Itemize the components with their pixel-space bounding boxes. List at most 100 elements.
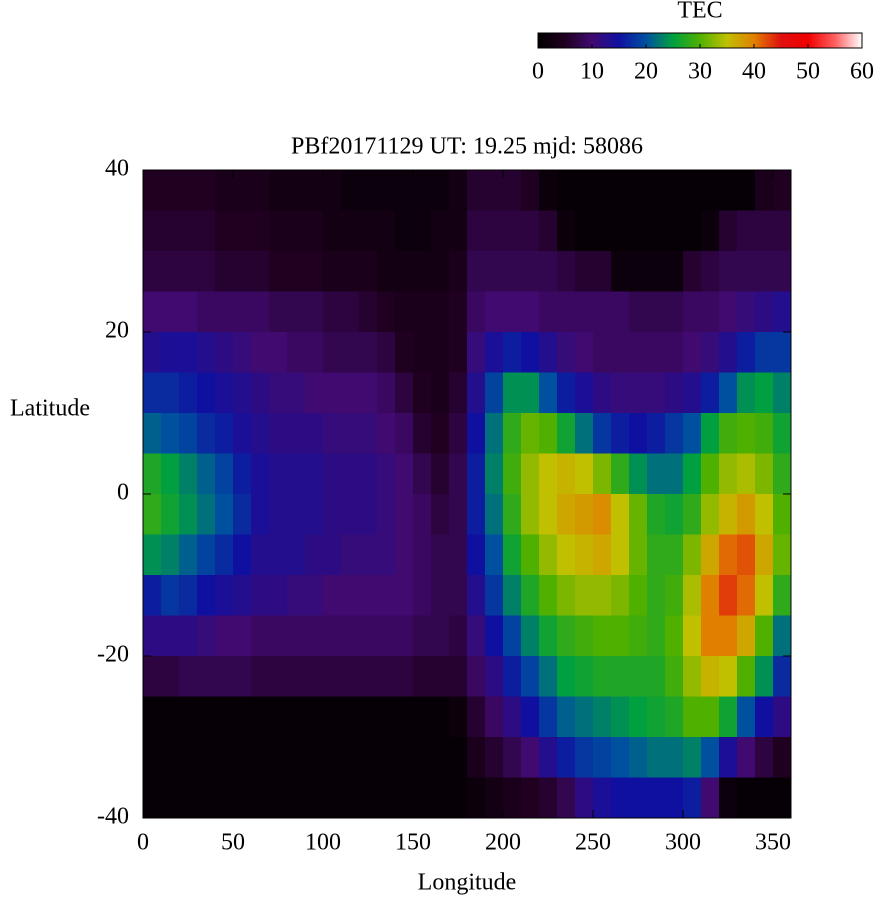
heatmap-cell <box>665 291 684 333</box>
heatmap-cell <box>251 413 270 454</box>
heatmap-cell <box>719 534 738 576</box>
chart-title: PBf20171129 UT: 19.25 mjd: 58086 <box>291 134 643 160</box>
heatmap-cell <box>467 372 486 414</box>
heatmap-cell <box>251 170 270 211</box>
heatmap-cell <box>233 575 252 616</box>
heatmap-cell <box>665 332 684 373</box>
heatmap-cell <box>341 494 360 535</box>
heatmap-cell <box>719 575 738 616</box>
heatmap-cell <box>377 210 396 252</box>
heatmap-cell <box>629 291 648 333</box>
heatmap-cell <box>143 453 162 495</box>
heatmap-cell <box>593 737 612 778</box>
heatmap-cell <box>467 494 486 535</box>
heatmap-cell <box>611 291 630 333</box>
heatmap-cell <box>395 413 414 454</box>
heatmap-cell <box>773 210 792 252</box>
heatmap-cell <box>647 251 666 292</box>
heatmap-cell <box>449 170 468 211</box>
heatmap-cell <box>719 332 738 373</box>
heatmap-cell <box>449 251 468 292</box>
heatmap-cell <box>611 332 630 373</box>
heatmap-cell <box>161 210 180 252</box>
heatmap-cell <box>557 656 576 697</box>
heatmap-cell <box>629 332 648 373</box>
heatmap-cell <box>143 291 162 333</box>
heatmap-cell <box>719 291 738 333</box>
heatmap-cell <box>413 534 432 576</box>
heatmap-cell <box>575 453 594 495</box>
heatmap-cell <box>773 777 792 819</box>
heatmap-cell <box>683 534 702 576</box>
heatmap-cell <box>395 737 414 778</box>
heatmap-cell <box>269 291 288 333</box>
heatmap-cell <box>647 332 666 373</box>
heatmap-cell <box>305 170 324 211</box>
heatmap-cell <box>737 615 756 657</box>
heatmap-cell <box>701 696 720 738</box>
heatmap-cell <box>305 737 324 778</box>
x-tick-label: 350 <box>755 830 791 856</box>
heatmap-cell <box>431 332 450 373</box>
heatmap-cell <box>233 615 252 657</box>
heatmap-cell <box>629 777 648 819</box>
heatmap-cell <box>755 210 774 252</box>
heatmap-cell <box>413 170 432 211</box>
heatmap-cell <box>395 372 414 414</box>
heatmap-cell <box>251 372 270 414</box>
heatmap-cell <box>377 494 396 535</box>
heatmap-cell <box>341 291 360 333</box>
colorbar-tick-label: 40 <box>742 59 766 85</box>
heatmap-cell <box>287 251 306 292</box>
heatmap-cell <box>683 210 702 252</box>
heatmap-cell <box>323 372 342 414</box>
heatmap-cell <box>143 494 162 535</box>
heatmap-cell <box>521 494 540 535</box>
heatmap-cell <box>359 656 378 697</box>
heatmap-cell <box>629 737 648 778</box>
heatmap-cell <box>737 291 756 333</box>
heatmap-cell <box>575 413 594 454</box>
heatmap-cell <box>773 696 792 738</box>
heatmap-cell <box>287 170 306 211</box>
heatmap-cell <box>287 534 306 576</box>
heatmap-cell <box>323 656 342 697</box>
y-tick-label: 0 <box>117 480 129 506</box>
heatmap-cell <box>701 251 720 292</box>
colorbar-tick-label: 50 <box>796 59 820 85</box>
heatmap-cell <box>557 494 576 535</box>
heatmap-cell <box>503 615 522 657</box>
heatmap-cell <box>143 210 162 252</box>
heatmap-cell <box>539 534 558 576</box>
heatmap-cell <box>557 737 576 778</box>
heatmap-cell <box>521 615 540 657</box>
heatmap-cell <box>665 170 684 211</box>
heatmap-cell <box>773 615 792 657</box>
heatmap-cell <box>197 372 216 414</box>
heatmap-cell <box>557 615 576 657</box>
heatmap-cell <box>341 696 360 738</box>
heatmap-cell <box>323 534 342 576</box>
heatmap-cell <box>305 696 324 738</box>
heatmap-cell <box>467 777 486 819</box>
heatmap-cell <box>197 332 216 373</box>
heatmap-cell <box>197 615 216 657</box>
heatmap-cell <box>629 575 648 616</box>
heatmap-cell <box>431 453 450 495</box>
heatmap-cell <box>719 777 738 819</box>
heatmap-cell <box>539 494 558 535</box>
heatmap-cell <box>683 615 702 657</box>
heatmap-cell <box>737 251 756 292</box>
heatmap-cell <box>701 413 720 454</box>
heatmap-cell <box>395 170 414 211</box>
heatmap-cell <box>701 494 720 535</box>
heatmap-cell <box>629 453 648 495</box>
heatmap-cell <box>593 534 612 576</box>
heatmap-cell <box>215 413 234 454</box>
heatmap-cell <box>323 413 342 454</box>
heatmap-cell <box>557 170 576 211</box>
heatmap-cell <box>593 291 612 333</box>
heatmap-cell <box>233 251 252 292</box>
heatmap-cell <box>467 696 486 738</box>
heatmap-cell <box>161 615 180 657</box>
